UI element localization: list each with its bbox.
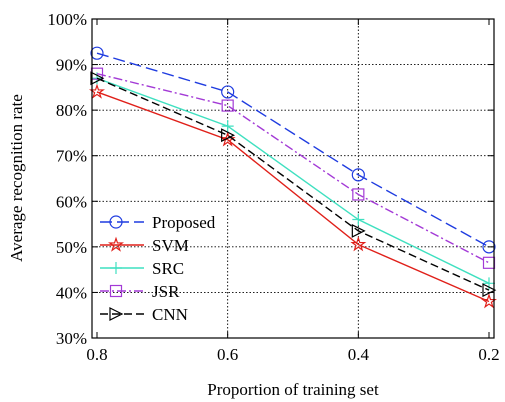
data-point-proposed — [90, 46, 104, 60]
data-point-cnn — [482, 283, 497, 298]
legend-item-cnn: CNN — [100, 305, 188, 324]
data-point-cnn — [351, 223, 366, 238]
series-proposed — [90, 46, 496, 254]
data-point-cnn — [90, 71, 105, 86]
legend-label-jsr: JSR — [152, 282, 180, 301]
legend: Proposed SVM SRC JSR CNN — [100, 213, 216, 324]
data-point-jsr — [221, 99, 234, 112]
legend-label-proposed: Proposed — [152, 213, 216, 232]
series-cnn — [90, 71, 497, 298]
series-line-cnn — [96, 77, 490, 291]
plot-frame — [91, 18, 495, 339]
x-axis-label: Proportion of training set — [207, 380, 379, 399]
y-axis-label: Average recognition rate — [7, 94, 26, 262]
legend-marker-svm — [108, 236, 124, 252]
legend-item-proposed: Proposed — [100, 213, 216, 232]
x-tick-label: 0.6 — [217, 345, 238, 364]
data-point-jsr — [352, 188, 365, 201]
legend-item-src: SRC — [100, 259, 184, 278]
legend-label-cnn: CNN — [152, 305, 188, 324]
data-point-svm — [89, 83, 105, 99]
legend-label-svm: SVM — [152, 236, 189, 255]
x-tick-label: 0.8 — [86, 345, 107, 364]
data-point-proposed — [351, 168, 365, 182]
data-point-jsr — [482, 256, 496, 269]
legend-label-src: SRC — [152, 259, 184, 278]
y-tick-label: 90% — [56, 56, 87, 75]
series-line-src — [96, 77, 490, 284]
grid — [92, 19, 494, 338]
series-layer — [89, 46, 497, 309]
series-line-proposed — [96, 52, 490, 248]
x-tick-label: 0.4 — [348, 345, 370, 364]
data-point-proposed — [482, 240, 496, 254]
y-tick-label: 100% — [47, 10, 87, 29]
data-point-cnn — [221, 128, 236, 143]
legend-marker-cnn — [109, 307, 124, 321]
y-tick-label: 60% — [56, 192, 87, 211]
data-point-proposed — [221, 85, 235, 99]
y-tick-label: 30% — [56, 329, 87, 348]
legend-item-jsr: JSR — [100, 282, 180, 301]
data-point-src — [352, 213, 365, 226]
series-src — [91, 72, 495, 290]
series-line-svm — [96, 91, 490, 303]
axes: 30% 40% 50% 60% 70% 80% 90% 100% 0.8 0.6 0.4 0.2 — [47, 10, 499, 364]
legend-marker-jsr — [109, 284, 123, 298]
data-point-src — [221, 120, 234, 133]
y-tick-label: 40% — [56, 283, 87, 302]
legend-marker-proposed — [109, 215, 123, 229]
x-tick-label: 0.2 — [478, 345, 499, 364]
series-line-jsr — [96, 73, 490, 264]
y-tick-label: 50% — [56, 238, 87, 257]
data-point-svm — [350, 236, 367, 252]
legend-item-svm: SVM — [100, 236, 189, 255]
y-tick-label: 70% — [56, 147, 87, 166]
y-tick-label: 80% — [56, 101, 87, 120]
legend-marker-src — [110, 262, 122, 274]
